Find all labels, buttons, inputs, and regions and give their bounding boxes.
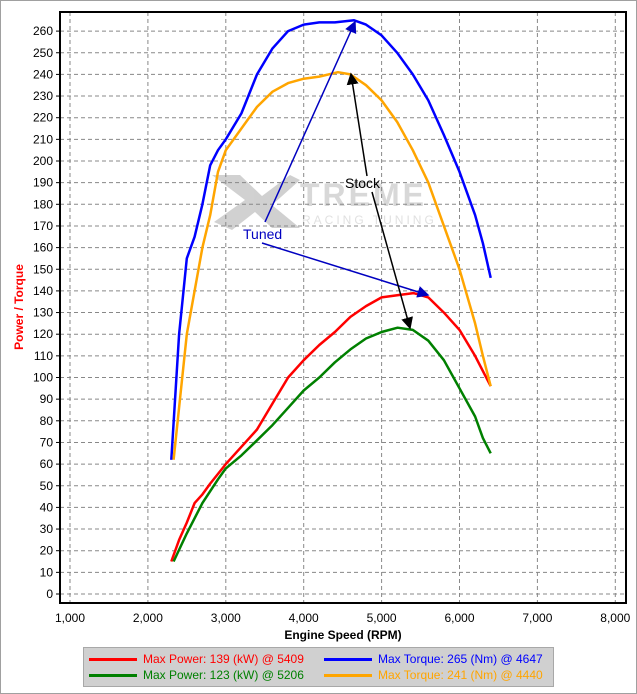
tuned-label: Tuned [243, 226, 282, 242]
y-tick-label: 80 [40, 414, 54, 428]
x-tick-label: 4,000 [289, 611, 319, 625]
legend-entry: Max Torque: 265 (Nm) @ 4647 [378, 652, 543, 666]
y-tick-label: 220 [33, 111, 53, 125]
y-tick-label: 40 [40, 500, 54, 514]
y-axis-label: Power / Torque [12, 264, 26, 350]
y-tick-label: 30 [40, 522, 54, 536]
tuned-arrow-torque [264, 20, 357, 223]
x-tick-label: 1,000 [55, 611, 85, 625]
series-line-1 [172, 326, 492, 563]
legend-swatch [89, 673, 137, 677]
legend-entry: Max Power: 123 (kW) @ 5206 [143, 668, 304, 682]
legend-entry: Max Power: 139 (kW) @ 5409 [143, 652, 304, 666]
y-tick-label: 230 [33, 89, 53, 103]
y-tick-label: 250 [33, 46, 53, 60]
power-torque-chart: TREME RACING TUNING 1,000 2,000 3,000 4,000… [12, 11, 631, 642]
y-tick-label: 60 [40, 457, 54, 471]
y-tick-label: 120 [33, 327, 53, 341]
y-tick-label: 90 [40, 392, 54, 406]
y-tick-label: 170 [33, 219, 53, 233]
plot-border [59, 11, 627, 604]
annotations: Tuned Stock [243, 20, 430, 330]
y-tick-label: 130 [33, 306, 53, 320]
legend-entry: Max Torque: 241 (Nm) @ 4440 [378, 668, 543, 682]
y-tick-label: 210 [33, 132, 53, 146]
legend-swatch [89, 657, 137, 661]
tuned-arrow-power [261, 242, 430, 298]
stock-label: Stock [345, 175, 381, 191]
x-tick-label: 3,000 [211, 611, 241, 625]
y-tick-label: 20 [40, 544, 54, 558]
y-tick-label: 180 [33, 197, 53, 211]
x-tick-label: 6,000 [444, 611, 474, 625]
legend-swatch [324, 673, 372, 677]
x-tick-label: 8,000 [600, 611, 630, 625]
legend-swatch [324, 657, 372, 661]
x-tick-label: 5,000 [367, 611, 397, 625]
y-tick-label: 150 [33, 262, 53, 276]
y-tick-label: 110 [34, 349, 53, 363]
x-axis-label: Engine Speed (RPM) [284, 628, 401, 642]
y-tick-label: 100 [33, 371, 53, 385]
y-tick-label: 140 [33, 284, 53, 298]
legend: Max Power: 139 (kW) @ 5409 Max Power: 12… [83, 647, 554, 687]
y-tick-label: 260 [33, 24, 53, 38]
series-line-2 [170, 19, 492, 460]
xtreme-logo-watermark: TREME RACING TUNING [212, 175, 437, 230]
x-tick-label: 7,000 [522, 611, 552, 625]
y-tick-label: 50 [40, 479, 54, 493]
y-tick-label: 190 [33, 176, 53, 190]
y-tick-label: 70 [40, 435, 54, 449]
x-tick-label: 2,000 [133, 611, 163, 625]
y-tick-label: 160 [33, 241, 53, 255]
y-tick-label: 200 [33, 154, 53, 168]
y-tick-label: 240 [33, 67, 53, 81]
y-tick-label: 0 [46, 587, 53, 601]
y-tick-label: 10 [40, 565, 54, 579]
stock-arrow-torque [346, 72, 368, 177]
svg-text:RACING TUNING: RACING TUNING [302, 213, 437, 227]
series-line-0 [170, 291, 492, 562]
stock-arrow-power [371, 191, 413, 330]
series-line-3 [172, 70, 492, 460]
